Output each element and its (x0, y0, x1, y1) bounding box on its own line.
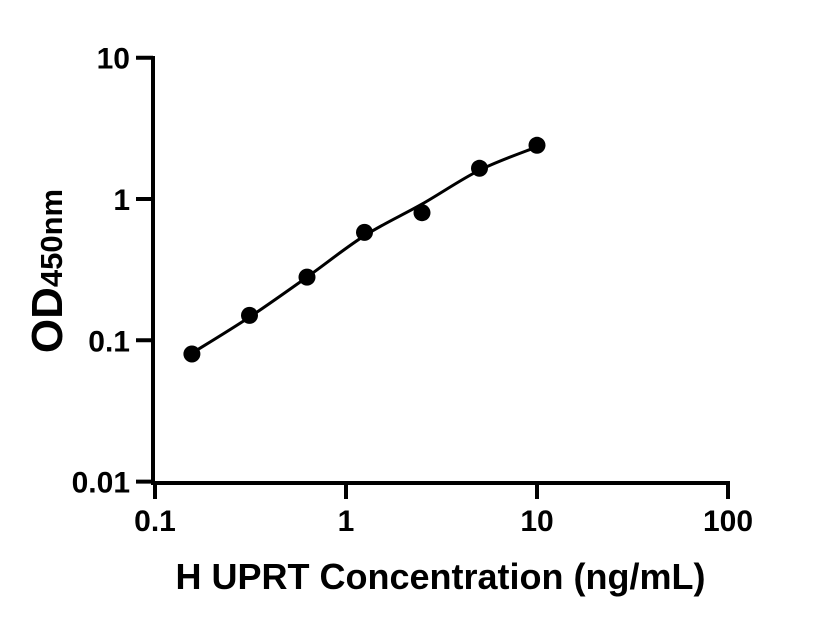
data-point (298, 268, 316, 286)
x-tick-label: 100 (703, 505, 753, 538)
x-tick-label: 0.1 (134, 505, 176, 538)
y-tick-label: 0.01 (72, 467, 130, 500)
x-axis-title: H UPRT Concentration (ng/mL) (175, 556, 706, 597)
data-point (183, 345, 201, 363)
data-point (241, 306, 258, 324)
data-point (356, 223, 373, 241)
data-point (471, 159, 488, 177)
data-point (413, 204, 431, 222)
x-tick-label: 1 (338, 505, 355, 538)
x-tick-label: 10 (520, 505, 553, 538)
axis-ticks (136, 55, 730, 499)
data-points-layer (183, 136, 546, 363)
fit-curve-path (190, 145, 539, 355)
y-tick-label: 10 (97, 43, 130, 76)
data-point (528, 136, 546, 154)
y-tick-label: 0.1 (88, 325, 130, 358)
y-tick-label: 1 (113, 184, 130, 217)
fit-curve-layer (190, 145, 539, 355)
